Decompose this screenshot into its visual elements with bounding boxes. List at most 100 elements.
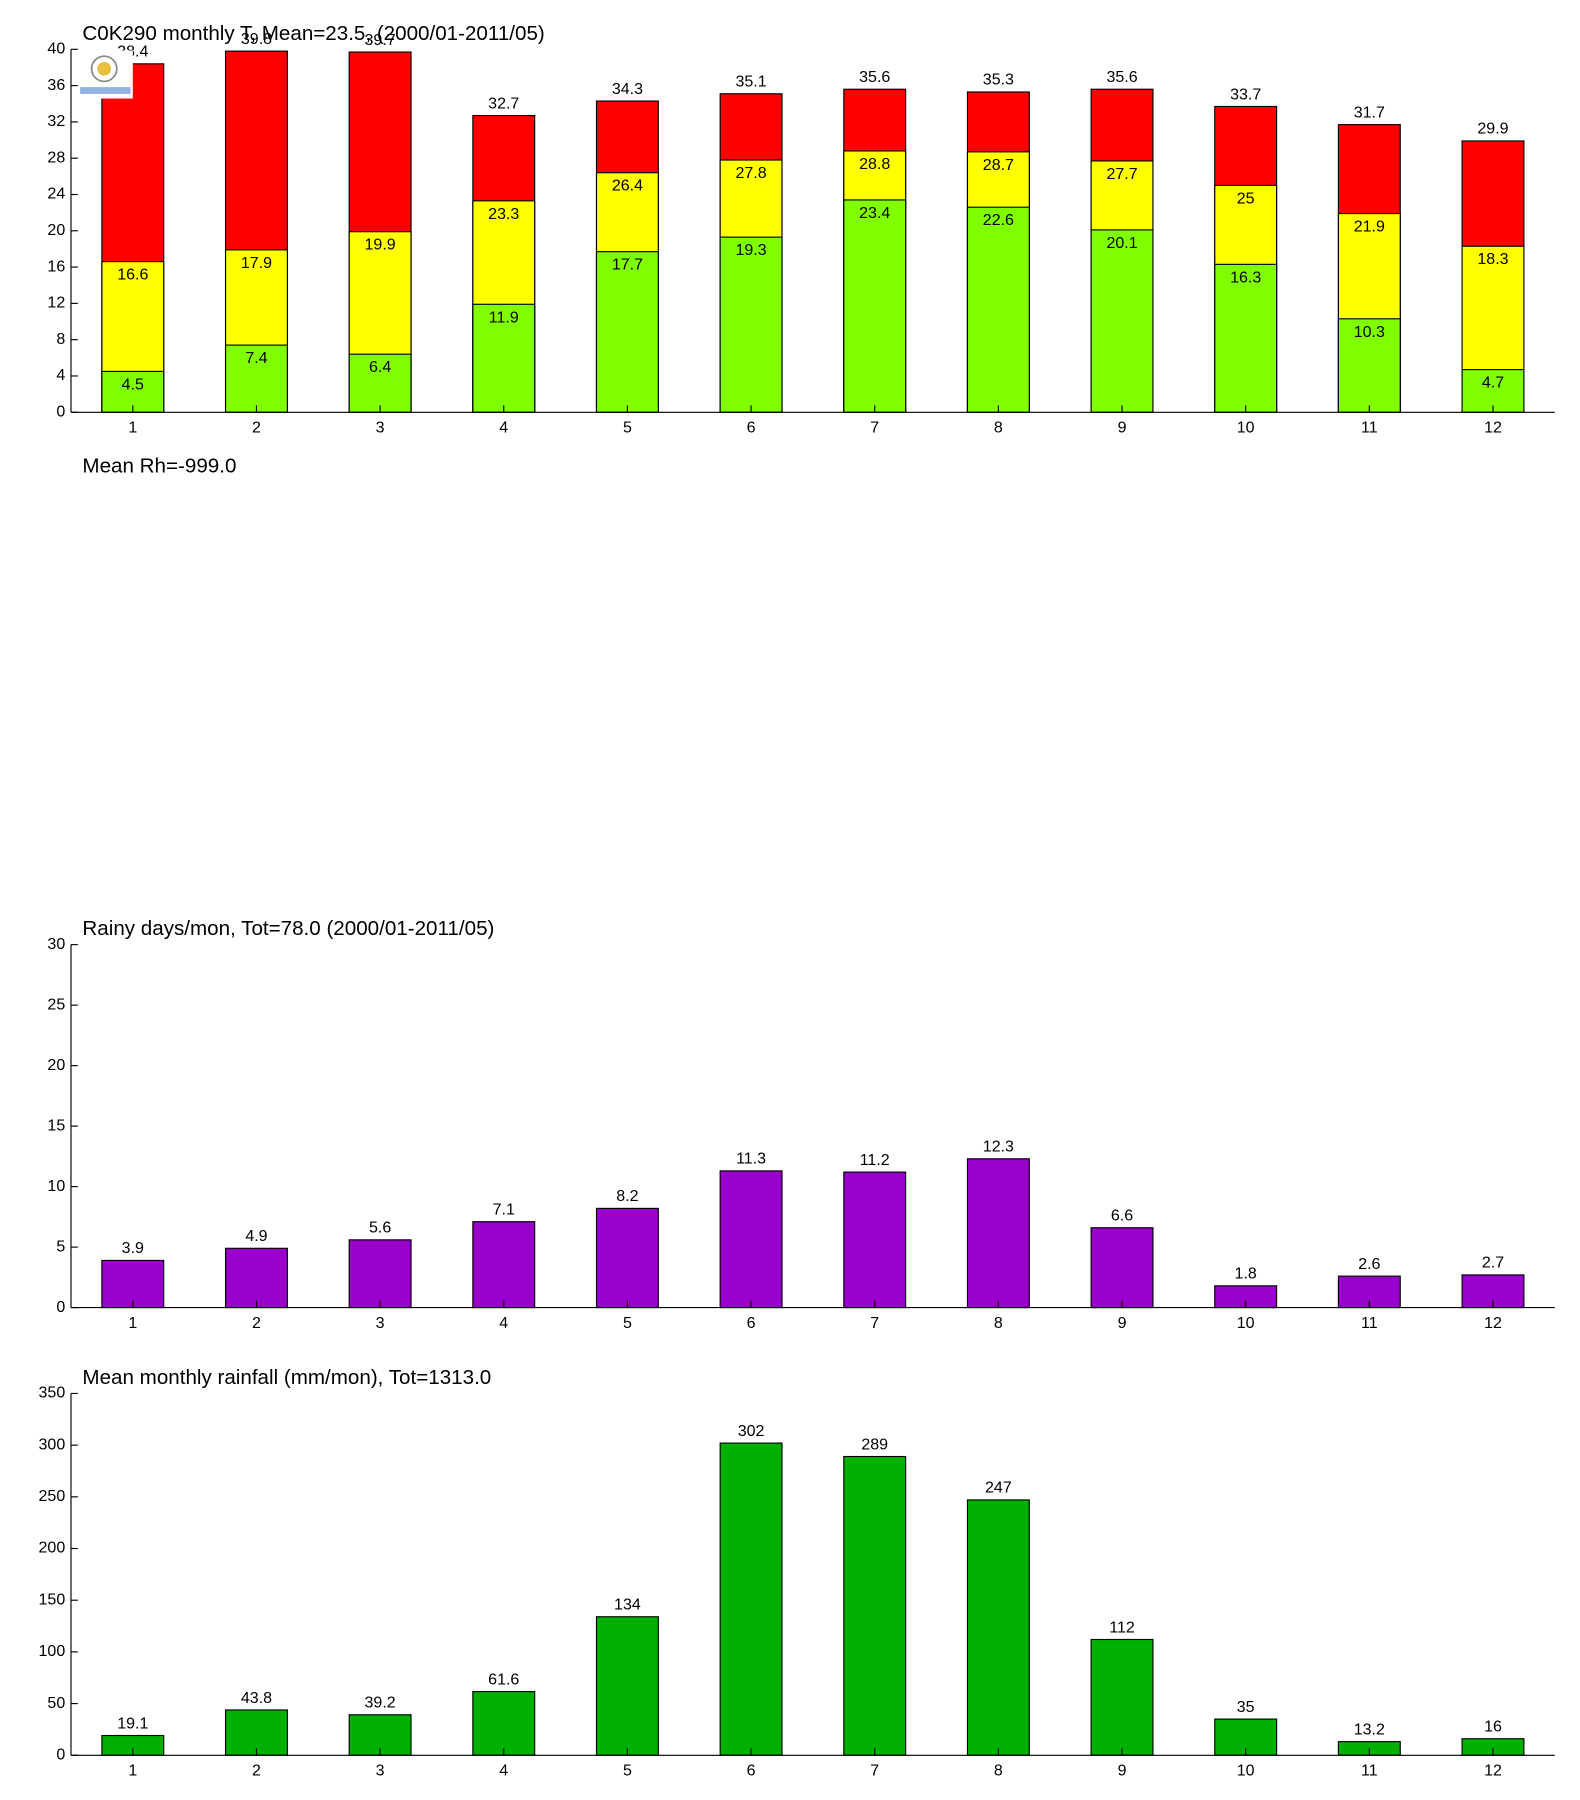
bar [843,199,907,413]
chart-title: Rainy days/mon, Tot=78.0 (2000/01-2011/0… [82,917,494,940]
y-tick-label: 24 [47,185,65,203]
y-tick-label: 0 [56,402,65,420]
y-tick-label: 0 [56,1298,65,1316]
x-tick-label: 1 [128,1762,137,1780]
x-tick-label: 5 [623,419,632,437]
bar [595,1616,659,1756]
bar [472,1221,536,1309]
x-tick-label: 7 [870,1314,879,1332]
value-label: 31.7 [1354,103,1385,121]
x-tick-label: 9 [1118,1314,1127,1332]
bar [224,344,288,413]
y-tick-label: 0 [56,1745,65,1763]
value-label: 1.8 [1235,1265,1257,1283]
x-tick-label: 12 [1484,419,1502,437]
value-label: 16.3 [1230,268,1261,286]
value-label: 35.3 [983,71,1014,89]
bar [348,353,412,413]
value-label: 23.4 [859,204,890,222]
value-label: 21.9 [1354,218,1385,236]
value-label: 7.1 [493,1200,515,1218]
value-label: 22.6 [983,211,1014,229]
value-label: 27.8 [735,164,766,182]
value-label: 6.4 [369,358,391,376]
x-tick-label: 9 [1118,419,1127,437]
bar [1090,229,1154,413]
value-label: 28.8 [859,155,890,173]
bar [224,1247,288,1309]
y-tick-label: 50 [47,1694,65,1712]
bar [595,251,659,413]
value-label: 26.4 [612,177,643,195]
value-label: 19.3 [735,241,766,259]
value-label: 5.6 [369,1219,391,1237]
value-label: 35 [1237,1698,1255,1716]
y-tick-label: 30 [47,935,65,953]
logo [80,50,133,99]
x-tick-label: 6 [747,1314,756,1332]
y-tick-label: 36 [47,76,65,94]
value-label: 27.7 [1106,165,1137,183]
value-label: 8.2 [616,1187,638,1205]
x-tick-label: 4 [499,1314,508,1332]
value-label: 19.9 [365,236,396,254]
bar [595,1207,659,1309]
y-tick-label: 40 [47,40,65,58]
y-tick-label: 250 [39,1487,66,1505]
bar [1090,1638,1154,1756]
value-label: 33.7 [1230,85,1261,103]
value-label: 43.8 [241,1689,272,1707]
value-label: 134 [614,1596,641,1614]
x-tick-label: 5 [623,1314,632,1332]
value-label: 4.7 [1482,374,1504,392]
value-label: 10.3 [1354,323,1385,341]
x-tick-label: 1 [128,419,137,437]
value-label: 4.5 [122,375,144,393]
y-tick-label: 350 [39,1384,66,1402]
value-label: 61.6 [488,1670,519,1688]
bar [719,236,783,413]
bar [719,1442,783,1756]
value-label: 13.2 [1354,1720,1385,1738]
bar [966,1499,1030,1756]
y-tick-label: 4 [56,366,65,384]
value-label: 7.4 [245,349,267,367]
bar [843,1455,907,1756]
x-tick-label: 10 [1237,1762,1255,1780]
bar [966,1158,1030,1309]
y-tick-label: 200 [39,1539,66,1557]
bar [101,1259,165,1309]
x-tick-label: 3 [376,419,385,437]
chart-title: C0K290 monthly T, Mean=23.5, (2000/01-20… [82,22,544,45]
value-label: 247 [985,1479,1012,1497]
x-tick-label: 11 [1361,419,1378,437]
x-tick-label: 2 [252,419,261,437]
value-label: 35.1 [735,73,766,91]
y-tick-label: 300 [39,1435,66,1453]
x-tick-label: 10 [1237,1314,1255,1332]
value-label: 35.6 [1106,68,1137,86]
value-label: 39.8 [241,30,272,48]
y-tick-label: 16 [47,257,65,275]
y-tick-label: 8 [56,330,65,348]
x-tick-label: 11 [1361,1762,1378,1780]
x-tick-label: 7 [870,1762,879,1780]
x-tick-label: 7 [870,419,879,437]
bar [1214,263,1278,413]
value-label: 112 [1109,1618,1135,1636]
value-label: 16.6 [117,266,148,284]
value-label: 2.7 [1482,1254,1504,1272]
value-label: 19.1 [117,1714,148,1732]
y-tick-label: 12 [47,294,65,312]
x-tick-label: 8 [994,1762,1003,1780]
value-label: 12.3 [983,1138,1014,1156]
value-label: 25 [1237,189,1255,207]
bar [1337,318,1401,413]
value-label: 35.6 [859,68,890,86]
value-label: 302 [738,1422,765,1440]
x-tick-label: 4 [499,419,508,437]
chart-title: Mean monthly rainfall (mm/mon), Tot=1313… [82,1366,491,1389]
bar [719,1170,783,1309]
